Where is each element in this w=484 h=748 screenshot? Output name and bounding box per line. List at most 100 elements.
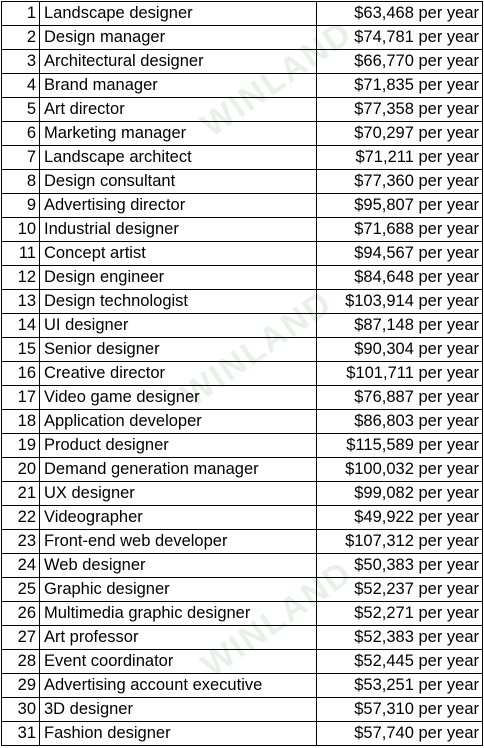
job-title: Advertising account executive — [39, 673, 317, 698]
job-title: Videographer — [39, 505, 317, 530]
row-number: 20 — [1, 457, 40, 482]
job-title: Art director — [39, 97, 317, 122]
salary: $70,297 per year — [316, 121, 483, 146]
job-title: Video game designer — [39, 385, 317, 410]
table-row: 16 Creative director $101,711 per year — [1, 361, 483, 386]
table-row: 19 Product designer $115,589 per year — [1, 433, 483, 458]
salary: $52,445 per year — [316, 649, 483, 674]
row-number: 21 — [1, 481, 40, 506]
table-row: 31 Fashion designer $57,740 per year — [1, 721, 483, 746]
table-row: 14 UI designer $87,148 per year — [1, 313, 483, 338]
job-title: Design technologist — [39, 289, 317, 314]
salary: $57,740 per year — [316, 721, 483, 746]
table-row: 30 3D designer $57,310 per year — [1, 697, 483, 722]
table-row: 17 Video game designer $76,887 per year — [1, 385, 483, 410]
row-number: 29 — [1, 673, 40, 698]
row-number: 28 — [1, 649, 40, 674]
salary: $71,835 per year — [316, 73, 483, 98]
salary: $71,211 per year — [316, 145, 483, 170]
salary: $101,711 per year — [316, 361, 483, 386]
job-title: Front-end web developer — [39, 529, 317, 554]
job-title: UI designer — [39, 313, 317, 338]
row-number: 14 — [1, 313, 40, 338]
job-title: Advertising director — [39, 193, 317, 218]
salary: $52,271 per year — [316, 601, 483, 626]
job-title: Landscape architect — [39, 145, 317, 170]
row-number: 10 — [1, 217, 40, 242]
row-number: 30 — [1, 697, 40, 722]
table-row: 6 Marketing manager $70,297 per year — [1, 121, 483, 146]
job-title: Web designer — [39, 553, 317, 578]
row-number: 25 — [1, 577, 40, 602]
salary: $49,922 per year — [316, 505, 483, 530]
table-row: 1 Landscape designer $63,468 per year — [1, 1, 483, 26]
salary: $63,468 per year — [316, 1, 483, 26]
salary: $103,914 per year — [316, 289, 483, 314]
table-row: 20 Demand generation manager $100,032 per … — [1, 457, 483, 482]
row-number: 22 — [1, 505, 40, 530]
table-row: 27 Art professor $52,383 per year — [1, 625, 483, 650]
job-title: Brand manager — [39, 73, 317, 98]
job-title: 3D designer — [39, 697, 317, 722]
row-number: 12 — [1, 265, 40, 290]
salary: $52,383 per year — [316, 625, 483, 650]
row-number: 8 — [1, 169, 40, 194]
salary: $57,310 per year — [316, 697, 483, 722]
row-number: 16 — [1, 361, 40, 386]
job-title: Art professor — [39, 625, 317, 650]
table-row: 18 Application developer $86,803 per year — [1, 409, 483, 434]
table-row: 5 Art director $77,358 per year — [1, 97, 483, 122]
salary: $115,589 per year — [316, 433, 483, 458]
row-number: 3 — [1, 49, 40, 74]
table-row: 26 Multimedia graphic designer $52,271 per… — [1, 601, 483, 626]
row-number: 7 — [1, 145, 40, 170]
job-title: Graphic designer — [39, 577, 317, 602]
salary: $107,312 per year — [316, 529, 483, 554]
salary: $52,237 per year — [316, 577, 483, 602]
table-row: 28 Event coordinator $52,445 per year — [1, 649, 483, 674]
table-row: 11 Concept artist $94,567 per year — [1, 241, 483, 266]
row-number: 26 — [1, 601, 40, 626]
table-row: 15 Senior designer $90,304 per year — [1, 337, 483, 362]
row-number: 4 — [1, 73, 40, 98]
job-title: Creative director — [39, 361, 317, 386]
row-number: 17 — [1, 385, 40, 410]
row-number: 9 — [1, 193, 40, 218]
row-number: 6 — [1, 121, 40, 146]
table-row: 24 Web designer $50,383 per year — [1, 553, 483, 578]
table-row: 29 Advertising account executive $53,251 p… — [1, 673, 483, 698]
job-title: Event coordinator — [39, 649, 317, 674]
job-title: Architectural designer — [39, 49, 317, 74]
row-number: 24 — [1, 553, 40, 578]
table-row: 10 Industrial designer $71,688 per year — [1, 217, 483, 242]
row-number: 5 — [1, 97, 40, 122]
row-number: 18 — [1, 409, 40, 434]
row-number: 15 — [1, 337, 40, 362]
salary: $95,807 per year — [316, 193, 483, 218]
table-row: 23 Front-end web developer $107,312 per ye… — [1, 529, 483, 554]
job-title: Demand generation manager — [39, 457, 317, 482]
row-number: 1 — [1, 1, 40, 26]
row-number: 19 — [1, 433, 40, 458]
salary: $99,082 per year — [316, 481, 483, 506]
salary: $86,803 per year — [316, 409, 483, 434]
row-number: 13 — [1, 289, 40, 314]
salary: $94,567 per year — [316, 241, 483, 266]
table-row: 4 Brand manager $71,835 per year — [1, 73, 483, 98]
row-number: 27 — [1, 625, 40, 650]
table-row: 3 Architectural designer $66,770 per year — [1, 49, 483, 74]
salary: $53,251 per year — [316, 673, 483, 698]
job-title: Concept artist — [39, 241, 317, 266]
salary: $77,358 per year — [316, 97, 483, 122]
table-row: 22 Videographer $49,922 per year — [1, 505, 483, 530]
salary: $84,648 per year — [316, 265, 483, 290]
table-row: 13 Design technologist $103,914 per year — [1, 289, 483, 314]
salary: $77,360 per year — [316, 169, 483, 194]
salary: $76,887 per year — [316, 385, 483, 410]
job-title: Application developer — [39, 409, 317, 434]
job-title: Marketing manager — [39, 121, 317, 146]
table-row: 2 Design manager $74,781 per year — [1, 25, 483, 50]
job-title: Product designer — [39, 433, 317, 458]
